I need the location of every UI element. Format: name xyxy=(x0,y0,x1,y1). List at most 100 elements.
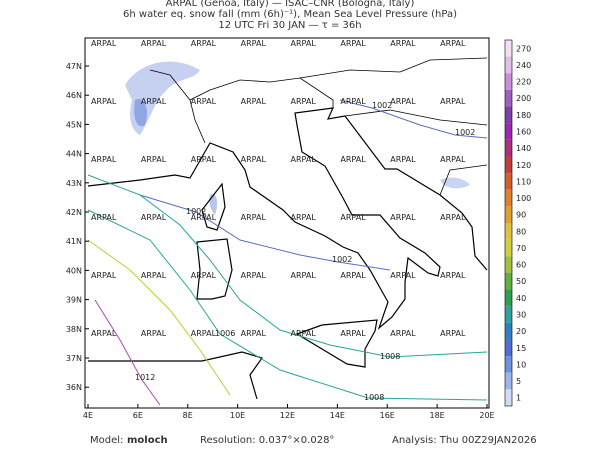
colorbar-label: 160 xyxy=(516,128,531,137)
watermark: ARPAL xyxy=(291,155,317,164)
watermark: ARPAL xyxy=(340,213,366,222)
y-tick-label: 46N xyxy=(66,91,82,100)
y-tick-label: 37N xyxy=(66,354,82,363)
watermark: ARPAL xyxy=(191,271,217,280)
watermark: ARPAL xyxy=(340,97,366,106)
x-tick-label: 18E xyxy=(430,411,445,420)
colorbar-segment xyxy=(505,223,512,240)
colorbar-segment xyxy=(505,272,512,290)
colorbar-label: 70 xyxy=(516,244,526,253)
watermark: ARPAL xyxy=(191,39,217,48)
colorbar-segment xyxy=(505,372,512,390)
watermark: ARPAL xyxy=(141,213,167,222)
colorbar-label: 60 xyxy=(516,261,526,270)
watermark: ARPAL xyxy=(340,271,366,280)
colorbar-segment xyxy=(505,106,512,124)
colorbar-segment xyxy=(505,322,512,340)
watermark: ARPAL xyxy=(91,155,117,164)
watermark: ARPAL xyxy=(91,213,117,222)
watermark: ARPAL xyxy=(241,271,267,280)
watermark: ARPAL xyxy=(390,155,416,164)
colorbar: 2702402202001801601401201101009080706050… xyxy=(504,39,531,407)
footer-model: moloch xyxy=(127,435,168,446)
colorbar-label: 20 xyxy=(516,327,526,336)
watermark: ARPAL xyxy=(390,213,416,222)
watermark: ARPAL xyxy=(440,155,466,164)
x-tick-label: 4E xyxy=(83,411,93,420)
x-tick-label: 20E xyxy=(479,411,494,420)
isobar-label: 1002 xyxy=(372,101,392,110)
watermark: ARPAL xyxy=(191,213,217,222)
colorbar-label: 200 xyxy=(516,94,531,103)
watermark: ARPAL xyxy=(291,39,317,48)
colorbar-label: 270 xyxy=(516,44,531,53)
colorbar-segment xyxy=(505,339,512,357)
colorbar-segment xyxy=(505,56,512,74)
colorbar-label: 10 xyxy=(516,360,526,369)
isobar-label: 1002 xyxy=(186,207,206,216)
colorbar-segment xyxy=(505,89,512,107)
watermark: ARPAL xyxy=(241,155,267,164)
x-tick-label: 16E xyxy=(380,411,395,420)
colorbar-label: 220 xyxy=(516,78,531,87)
watermark: ARPAL xyxy=(241,213,267,222)
header-line: 12 UTC Fri 30 JAN — τ = 36h xyxy=(218,20,361,31)
watermark: ARPAL xyxy=(91,97,117,106)
watermark: ARPAL xyxy=(440,329,466,338)
colorbar-segment xyxy=(505,356,512,373)
watermark: ARPAL xyxy=(390,97,416,106)
y-tick-label: 43N xyxy=(66,179,82,188)
watermark: ARPAL xyxy=(191,329,217,338)
watermark: ARPAL xyxy=(440,97,466,106)
watermark: ARPAL xyxy=(191,155,217,164)
watermark: ARPAL xyxy=(241,329,267,338)
colorbar-segment xyxy=(505,40,512,57)
footer-analysis: Analysis: Thu 00Z29JAN2026 xyxy=(392,435,537,446)
footer-label: Model: xyxy=(90,435,123,446)
watermark: ARPAL xyxy=(141,271,167,280)
footer-resolution: Resolution: 0.037°×0.028° xyxy=(200,435,334,446)
watermark: ARPAL xyxy=(141,97,167,106)
colorbar-segment xyxy=(505,389,512,406)
colorbar-segment xyxy=(505,156,512,174)
watermark: ARPAL xyxy=(91,329,117,338)
watermark: ARPAL xyxy=(440,271,466,280)
x-tick-label: 12E xyxy=(280,411,295,420)
y-tick-label: 45N xyxy=(66,120,82,129)
colorbar-segment xyxy=(505,239,512,257)
watermark: ARPAL xyxy=(440,39,466,48)
colorbar-label: 1 xyxy=(516,394,521,403)
colorbar-label: 5 xyxy=(516,377,521,386)
colorbar-label: 110 xyxy=(516,177,531,186)
isobar-label: 1008 xyxy=(364,393,384,402)
isobar-label: 1002 xyxy=(455,128,475,137)
colorbar-label: 100 xyxy=(516,194,531,203)
colorbar-segment xyxy=(505,306,512,323)
colorbar-label: 15 xyxy=(516,344,526,353)
watermark: ARPAL xyxy=(291,329,317,338)
axis-ticks: 4E ARPAL ARPAL ARPAL ARPAL ARPAL ARPAL 6E ARPAL A… xyxy=(66,39,495,420)
watermark: ARPAL xyxy=(340,329,366,338)
y-tick-label: 41N xyxy=(66,237,82,246)
x-tick-label: 6E xyxy=(133,411,143,420)
colorbar-segment xyxy=(505,256,512,273)
y-tick-label: 47N xyxy=(66,62,82,71)
isobar-label: 1012 xyxy=(135,373,155,382)
colorbar-segment xyxy=(505,73,512,90)
colorbar-segment xyxy=(505,173,512,190)
watermark: ARPAL xyxy=(390,329,416,338)
isobar-label: 1002 xyxy=(332,255,352,264)
colorbar-label: 120 xyxy=(516,161,531,170)
y-tick-label: 40N xyxy=(66,266,82,275)
watermark: ARPAL xyxy=(291,97,317,106)
borders xyxy=(149,57,488,196)
x-tick-label: 14E xyxy=(330,411,345,420)
watermark: ARPAL xyxy=(241,39,267,48)
colorbar-label: 40 xyxy=(516,294,526,303)
watermark: ARPAL xyxy=(241,97,267,106)
colorbar-label: 240 xyxy=(516,61,531,70)
header-line: ARPAL (Genoa, Italy) — ISAC–CNR (Bologna… xyxy=(166,0,415,9)
colorbar-segment xyxy=(505,289,512,307)
y-tick-label: 42N xyxy=(66,208,82,217)
